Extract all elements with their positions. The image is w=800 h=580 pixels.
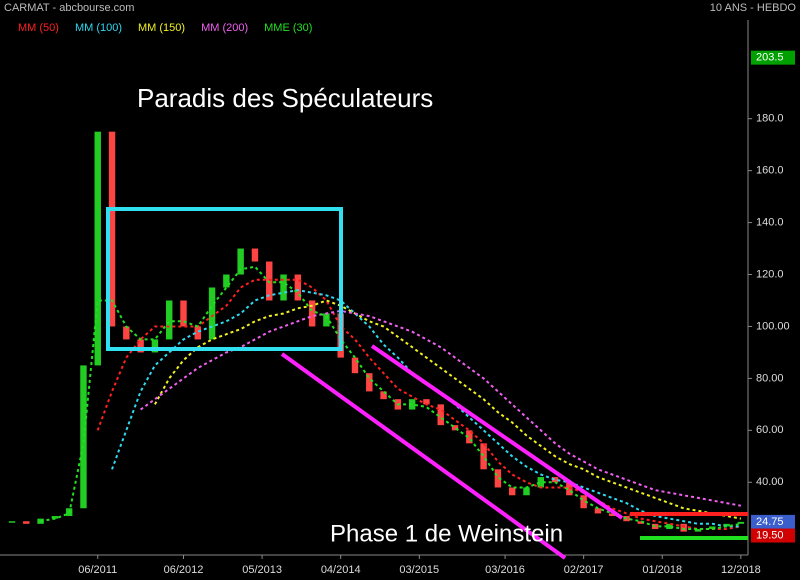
candle (194, 326, 202, 340)
range-box (106, 207, 343, 351)
y-tick-label: 100.00 (756, 320, 790, 332)
y-tick-label: 80.00 (756, 372, 784, 384)
candle (551, 477, 559, 483)
candle (23, 521, 30, 524)
x-tick-label: 04/2014 (321, 564, 361, 576)
y-tick-label: 180.0 (756, 113, 784, 125)
x-tick-label: 02/2017 (564, 564, 604, 576)
x-tick-label: 03/2016 (485, 564, 525, 576)
candle (351, 357, 359, 374)
price-tag-label: 24.75 (756, 516, 784, 528)
candle (80, 365, 87, 509)
candle (737, 521, 745, 524)
candle (223, 274, 230, 288)
candle (108, 131, 116, 327)
candle (151, 339, 159, 353)
candle (466, 430, 473, 444)
y-tick-label: 140.0 (756, 216, 784, 228)
candle (623, 516, 630, 522)
legend-entry: MME (30) (264, 22, 312, 34)
legend-entry: MM (200) (201, 22, 248, 34)
candle (637, 521, 645, 524)
candle (494, 469, 502, 488)
price-tag (751, 50, 795, 65)
moving-average (140, 309, 742, 507)
candle (609, 513, 616, 517)
candle (580, 495, 587, 509)
candle (323, 313, 330, 327)
annotation: Phase 1 de Weinstein (330, 520, 563, 547)
x-tick-label: 06/2012 (164, 564, 204, 576)
price-tag (751, 514, 795, 529)
candle (94, 131, 101, 366)
price-tag-label: 19.50 (756, 529, 784, 541)
y-tick-label: 160.0 (756, 165, 784, 177)
candle (237, 248, 244, 275)
candle (408, 399, 416, 410)
y-tick-label: 40.00 (756, 476, 784, 488)
x-tick-label: 01/2018 (642, 564, 682, 576)
moving-average (111, 289, 741, 528)
candle (280, 274, 287, 301)
annotation: Paradis des Spéculateurs (137, 83, 433, 113)
candle (666, 523, 673, 530)
candle (251, 248, 259, 262)
header-right: 10 ANS - HEBDO (710, 2, 797, 14)
candle (208, 287, 216, 340)
channel-low (280, 352, 567, 560)
moving-average (154, 299, 742, 520)
candle (366, 373, 373, 392)
legend-entry: MM (150) (138, 22, 185, 34)
candle (566, 482, 573, 496)
candle (294, 274, 302, 301)
legend-entry: MM (50) (18, 22, 59, 34)
x-tick-label: 06/2011 (78, 564, 117, 576)
candle (523, 487, 530, 496)
candle (694, 529, 702, 532)
candle (680, 523, 687, 532)
candle (180, 300, 187, 327)
y-tick-label: 60.00 (756, 424, 784, 436)
price-tag (751, 528, 795, 543)
y-tick-label: 120.0 (756, 268, 784, 280)
candle (37, 518, 44, 524)
candle (123, 326, 130, 340)
price-tag-label: 203.5 (756, 52, 784, 64)
candle (437, 404, 444, 426)
x-tick-label: 03/2015 (399, 564, 439, 576)
candle (8, 521, 16, 523)
candle (165, 300, 173, 340)
candle (709, 526, 716, 530)
candle (380, 391, 387, 400)
x-tick-label: 05/2013 (242, 564, 282, 576)
header-left: CARMAT - abcbourse.com (4, 2, 134, 14)
candle (137, 339, 144, 353)
channel-high (370, 344, 624, 520)
moving-average (96, 278, 742, 530)
candle (537, 477, 544, 488)
candle (423, 399, 430, 405)
candle (451, 425, 459, 431)
candle (308, 300, 316, 327)
candle (594, 508, 602, 514)
legend-entry: MM (100) (75, 22, 122, 34)
candle (508, 487, 516, 496)
moving-average (40, 265, 742, 530)
candle (723, 523, 730, 527)
candle (51, 516, 59, 519)
candle (480, 443, 487, 470)
x-tick-label: 12/2018 (721, 564, 761, 576)
